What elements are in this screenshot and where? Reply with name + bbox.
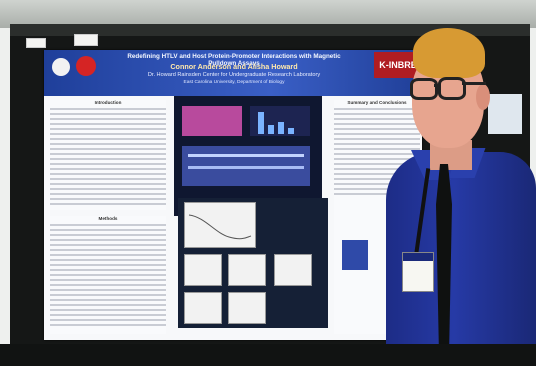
methods-section: Methods [50, 216, 166, 334]
window [488, 94, 522, 134]
glasses-icon [438, 77, 466, 100]
necktie [436, 164, 452, 366]
tape-strip [26, 38, 46, 48]
introduction-heading: Introduction [94, 100, 122, 105]
poster-department: East Carolina University, Department of … [183, 80, 285, 85]
small-graph [184, 254, 222, 286]
line-graph [184, 202, 256, 248]
introduction-section: Introduction [50, 100, 166, 210]
person-ear [476, 84, 490, 110]
name-badge [402, 252, 434, 292]
gel-image [182, 106, 242, 136]
board-rail [10, 24, 530, 36]
methods-heading: Methods [98, 216, 118, 221]
glasses-icon [410, 78, 438, 100]
glasses-arm [462, 82, 486, 85]
poster-lab: Dr. Howard Rainsden Center for Undergrad… [147, 72, 321, 78]
floor-shadow [0, 344, 536, 366]
tape-strip [74, 34, 98, 46]
poster-banner: Redefining HTLV and Host Protein-Promote… [44, 50, 422, 96]
results-figure-gels [174, 96, 322, 216]
introduction-text [50, 108, 166, 208]
poster-authors: Connor Anderson and Alisha Howard [170, 62, 298, 71]
badge-strip [403, 253, 433, 261]
small-graph [228, 254, 266, 286]
small-graph [228, 292, 266, 324]
university-seal [52, 58, 70, 76]
summary-text [334, 108, 420, 198]
results-figure-graphs [178, 198, 328, 328]
small-graph [184, 292, 222, 324]
glasses-bridge [434, 84, 440, 87]
research-poster: Redefining HTLV and Host Protein-Promote… [44, 50, 422, 356]
summary-bar-chart [342, 240, 368, 270]
bar-graph [250, 106, 310, 136]
small-graph [274, 254, 312, 286]
western-blot [182, 146, 310, 186]
ecu-logo [76, 56, 96, 76]
poster-title: Redefining HTLV and Host Protein-Promote… [127, 53, 341, 67]
methods-text [50, 224, 166, 329]
ceiling [0, 0, 536, 28]
summary-heading: Summary and Conclusions [347, 100, 407, 105]
person-hair [413, 28, 485, 78]
